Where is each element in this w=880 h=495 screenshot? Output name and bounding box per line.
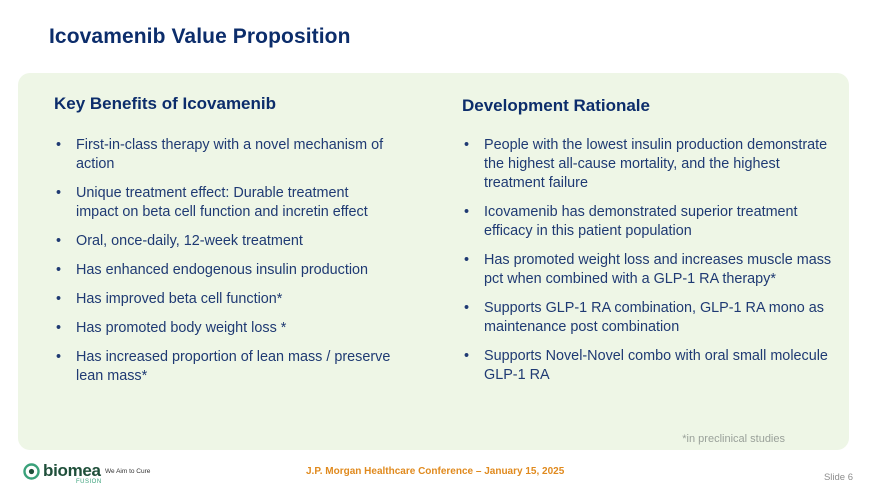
logo-subtext: FUSION <box>76 479 102 485</box>
key-benefits-list: • First-in-class therapy with a novel mec… <box>54 136 394 396</box>
list-item: • Supports GLP-1 RA combination, GLP-1 RA… <box>464 300 824 335</box>
key-benefits-heading: Key Benefits of Icovamenib <box>54 94 277 113</box>
list-item: • Has increased proportion of lean mass /… <box>56 349 391 384</box>
list-item: • Has promoted weight loss and increases … <box>464 252 832 287</box>
list-item: • Has promoted body weight loss * <box>56 320 287 336</box>
development-rationale-heading: Development Rationale <box>462 96 650 115</box>
biomea-logo-icon <box>23 463 40 480</box>
content-panel: Key Benefits of Icovamenib • First-in-cla… <box>18 73 849 450</box>
list-item: • Unique treatment effect: Durable treatm… <box>56 185 368 220</box>
slide-number: Slide 6 <box>823 472 853 483</box>
logo-wordmark: biomea <box>43 461 101 480</box>
list-item: • Has enhanced endogenous insulin product… <box>56 262 369 278</box>
list-item: • Supports Novel-Novel combo with oral sm… <box>464 348 828 383</box>
list-item: • First-in-class therapy with a novel mec… <box>56 137 384 172</box>
logo-tagline: We Aim to Cure <box>105 468 151 475</box>
list-item: • Has improved beta cell function* <box>56 291 283 307</box>
development-rationale-list: • People with the lowest insulin producti… <box>462 136 832 395</box>
list-item: • Oral, once-daily, 12-week treatment <box>56 233 303 249</box>
company-logo: biomea FUSION We Aim to Cure <box>23 461 173 487</box>
list-item: • People with the lowest insulin producti… <box>464 137 828 191</box>
list-item: • Icovamenib has demonstrated superior tr… <box>464 204 798 239</box>
conference-label: J.P. Morgan Healthcare Conference – Janu… <box>306 466 565 477</box>
slide-title: Icovamenib Value Proposition <box>49 25 351 48</box>
footnote: *in preclinical studies <box>682 433 785 445</box>
